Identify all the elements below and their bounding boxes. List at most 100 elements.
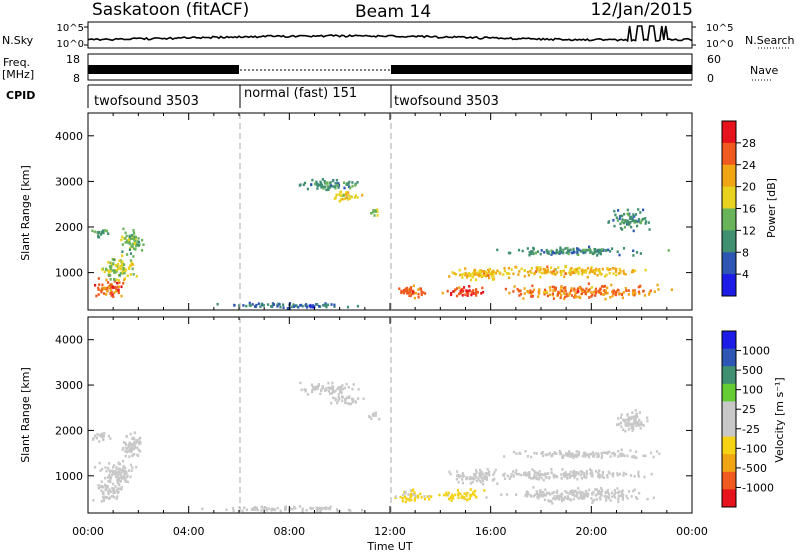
range-gate-cell-13	[626, 413, 629, 417]
range-gate-cell-4	[334, 389, 337, 393]
range-gate-cell-4	[351, 181, 354, 184]
range-gate-cell-10	[480, 474, 483, 478]
range-gate-cell-11	[604, 491, 607, 495]
power-x-ticks	[87, 113, 693, 310]
range-gate-cell-11	[544, 493, 547, 497]
range-gate-cell-2	[128, 248, 131, 251]
range-gate-cell-11	[604, 297, 607, 301]
range-gate-cell-14	[320, 508, 323, 511]
range-gate-cell-11	[537, 494, 540, 497]
range-gate-cell-10	[498, 271, 501, 274]
range-gate-cell-11	[551, 491, 554, 495]
range-gate-cell-11	[565, 292, 568, 296]
range-gate-cell-10	[591, 270, 594, 273]
range-gate-cell-9	[466, 477, 469, 480]
range-gate-cell-11	[590, 295, 593, 298]
range-gate-cell-10	[550, 471, 553, 475]
range-gate-cell-12	[583, 251, 586, 254]
range-gate-cell-1	[118, 259, 121, 263]
range-gate-cell-2	[134, 248, 137, 251]
range-gate-cell-7	[417, 292, 420, 296]
range-gate-cell-11	[594, 294, 597, 297]
range-gate-cell-10	[602, 476, 606, 480]
range-gate-cell-3	[93, 230, 96, 234]
colorbar-swatch	[722, 252, 736, 275]
range-gate-cell-9	[485, 272, 488, 275]
range-gate-cell-5	[356, 196, 359, 199]
range-gate-cell-9	[504, 477, 507, 481]
range-gate-cell-5	[349, 402, 352, 405]
range-gate-cell-1	[113, 469, 116, 473]
range-gate-cell-4	[315, 180, 318, 184]
range-gate-cell-10	[596, 475, 600, 478]
range-gate-cell-4	[330, 392, 334, 395]
range-gate-cell-12	[602, 249, 605, 252]
colorbar-swatch	[722, 454, 736, 473]
range-gate-cell-12	[593, 251, 596, 255]
velocity-y-axis-label: Slant Range [km]	[19, 367, 32, 463]
range-gate-cell-9	[491, 272, 494, 276]
range-gate-cell-14	[248, 301, 251, 305]
range-gate-cell-11	[539, 492, 542, 496]
range-gate-cell-13	[634, 417, 637, 421]
range-gate-cell-14	[254, 505, 257, 509]
range-gate-cell-10	[527, 472, 531, 476]
range-gate-cell-12	[652, 455, 655, 459]
range-gate-cell-14	[284, 508, 287, 512]
range-gate-cell-10	[611, 474, 614, 478]
range-gate-cell-0	[104, 488, 107, 492]
range-gate-cell-11	[549, 493, 552, 496]
range-gate-cell-11	[638, 292, 641, 295]
range-gate-cell-11	[612, 289, 615, 293]
range-gate-cell-10	[615, 270, 618, 273]
range-gate-cell-2	[132, 436, 135, 440]
range-gate-cell-10	[637, 470, 640, 474]
colorbar-tick-label: -1000	[742, 481, 774, 494]
range-gate-cell-0	[120, 486, 123, 489]
colorbar-swatch	[722, 230, 736, 253]
range-gate-cell-12	[586, 248, 589, 252]
range-gate-cell-8	[452, 497, 455, 500]
range-gate-cell-0	[100, 480, 103, 483]
range-gate-cell-12	[555, 248, 558, 252]
range-gate-cell-11	[524, 494, 527, 497]
range-gate-cell-11	[538, 292, 541, 295]
cpid-label: CPID	[6, 89, 35, 102]
power-panel-frame	[87, 112, 693, 311]
range-gate-cell-0	[120, 285, 123, 289]
range-gate-cell-12	[517, 248, 521, 252]
range-gate-cell-7	[409, 497, 412, 501]
range-gate-cell-2	[140, 249, 144, 252]
range-gate-cell-4	[334, 182, 337, 185]
range-gate-cell-1	[114, 271, 117, 274]
range-gate-cell-10	[505, 272, 509, 275]
range-gate-cell-1	[117, 266, 121, 270]
range-gate-cell-11	[670, 288, 673, 291]
range-gate-cell-10	[579, 470, 582, 473]
range-gate-cell-4	[339, 387, 342, 391]
range-gate-cell-14	[260, 509, 263, 512]
range-gate-cell-12	[629, 449, 632, 452]
range-gate-cell-1	[124, 480, 127, 483]
range-gate-cell-14	[333, 303, 336, 307]
range-gate-cell-0	[120, 294, 123, 298]
range-gate-cell-10	[532, 477, 535, 480]
range-gate-cell-2	[129, 443, 133, 446]
range-gate-cell-14	[232, 509, 235, 512]
range-gate-cell-4	[311, 178, 314, 182]
range-gate-cell-13	[612, 219, 615, 222]
range-gate-cell-12	[618, 253, 621, 257]
range-gate-cell-4	[313, 182, 317, 186]
range-gate-cell-0	[116, 487, 119, 490]
range-gate-cell-5	[345, 196, 348, 199]
range-gate-cell-10	[564, 472, 567, 475]
colorbar-swatch	[722, 383, 736, 402]
range-gate-cell-11	[598, 496, 601, 499]
range-gate-cell-4	[322, 187, 325, 190]
range-gate-cell-5	[347, 191, 350, 194]
range-gate-cell-0	[101, 283, 104, 287]
range-gate-cell-12	[548, 452, 551, 455]
range-gate-cell-9	[463, 272, 466, 276]
range-gate-cell-11	[606, 291, 609, 295]
range-gate-cell-10	[518, 472, 521, 476]
